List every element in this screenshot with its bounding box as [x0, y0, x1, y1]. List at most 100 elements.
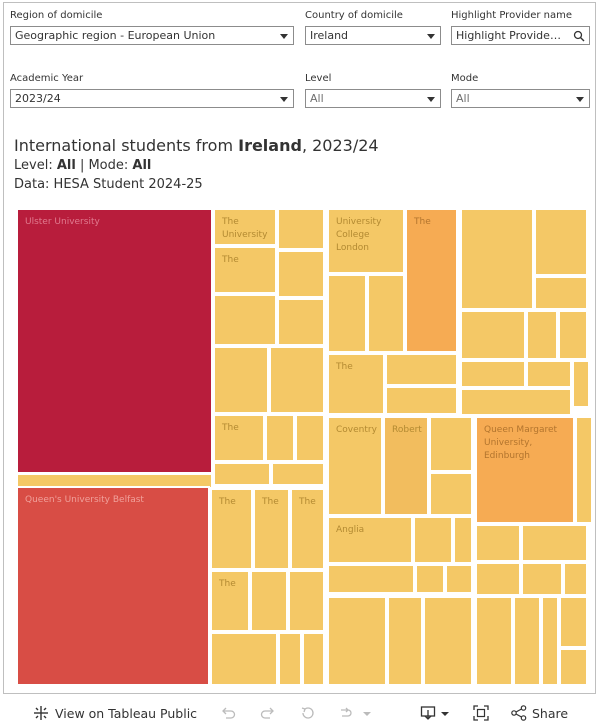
treemap-cell[interactable] [559, 596, 588, 648]
treemap-cell[interactable]: The [290, 488, 325, 570]
chevron-down-icon [427, 97, 435, 102]
level-value: All [310, 90, 324, 107]
mode-dropdown[interactable]: All [451, 89, 590, 108]
treemap-cell[interactable] [534, 208, 588, 276]
treemap-cell-queens-university-belfast[interactable]: Queen's University Belfast [16, 486, 210, 686]
region-value: Geographic region - European Union [15, 27, 215, 44]
treemap-cell[interactable] [475, 596, 513, 686]
treemap-cell[interactable] [559, 648, 588, 686]
treemap-cell[interactable] [423, 596, 473, 686]
mode-value: All [456, 90, 470, 107]
treemap-cell[interactable] [534, 276, 588, 310]
treemap: Ulster University Queen's University Bel… [16, 208, 588, 686]
treemap-cell[interactable] [269, 346, 325, 414]
tableau-logo-icon [33, 705, 49, 721]
treemap-cell[interactable]: The [253, 488, 290, 570]
chevron-down-icon [280, 34, 288, 39]
treemap-cell[interactable] [385, 386, 458, 415]
treemap-cell[interactable] [429, 416, 473, 472]
treemap-cell[interactable] [541, 596, 559, 686]
country-filter-label: Country of domicile [305, 10, 403, 21]
download-icon[interactable] [420, 705, 436, 721]
treemap-cell[interactable] [213, 294, 277, 346]
redo-icon[interactable] [260, 705, 276, 721]
treemap-cell[interactable] [460, 208, 534, 310]
treemap-cell[interactable] [575, 416, 593, 524]
treemap-cell[interactable] [563, 562, 588, 596]
treemap-cell[interactable]: The [327, 353, 385, 415]
treemap-cell[interactable]: The [213, 414, 265, 462]
treemap-cell[interactable] [521, 524, 588, 562]
highlight-filter-label: Highlight Provider name [451, 10, 572, 21]
refresh-icon[interactable] [337, 705, 353, 721]
tableau-toolbar: View on Tableau Public Share [0, 697, 600, 727]
country-dropdown[interactable]: Ireland [305, 26, 441, 45]
year-filter-label: Academic Year [10, 73, 83, 84]
treemap-cell[interactable] [572, 360, 590, 408]
share-icon[interactable] [511, 705, 527, 721]
year-dropdown[interactable]: 2023/24 [10, 89, 294, 108]
treemap-cell-ucl[interactable]: University College London [327, 208, 405, 274]
treemap-cell[interactable] [415, 564, 445, 594]
view-on-tableau-public-link[interactable]: View on Tableau Public [55, 704, 197, 724]
treemap-cell[interactable] [413, 516, 453, 564]
chevron-down-icon [427, 34, 435, 39]
data-source: Data: HESA Student 2024-25 [14, 177, 203, 192]
treemap-cell[interactable] [327, 274, 367, 353]
treemap-cell[interactable] [271, 462, 325, 486]
treemap-cell-queen-margaret-university[interactable]: Queen Margaret University, Edinburgh [475, 416, 575, 524]
revert-icon[interactable] [300, 705, 316, 721]
treemap-cell[interactable] [526, 360, 572, 388]
treemap-cell[interactable] [558, 310, 588, 360]
share-button[interactable]: Share [532, 704, 568, 724]
treemap-cell[interactable]: The [213, 246, 277, 294]
level-dropdown[interactable]: All [305, 89, 441, 108]
fullscreen-icon[interactable] [473, 705, 489, 721]
treemap-cell[interactable] [213, 346, 269, 414]
chevron-down-icon [576, 97, 584, 102]
treemap-cell[interactable] [460, 310, 526, 360]
tableau-viz: Region of domicile Geographic region - E… [3, 2, 596, 694]
treemap-cell[interactable] [460, 388, 572, 416]
level-filter-label: Level [305, 73, 331, 84]
treemap-cell[interactable] [460, 360, 526, 388]
treemap-cell[interactable] [277, 208, 325, 250]
treemap-cell[interactable]: Anglia [327, 516, 413, 564]
country-value: Ireland [310, 27, 348, 44]
treemap-cell[interactable] [327, 596, 387, 686]
treemap-cell[interactable] [302, 632, 325, 686]
treemap-cell[interactable] [526, 310, 558, 360]
treemap-cell[interactable] [277, 250, 325, 298]
chevron-down-icon[interactable] [440, 705, 450, 721]
treemap-cell[interactable] [453, 516, 473, 564]
treemap-cell[interactable] [387, 596, 423, 686]
highlight-provider-input[interactable]: Highlight Provider ... [451, 26, 590, 45]
treemap-cell-ulster-university[interactable]: Ulster University [16, 208, 213, 474]
undo-icon[interactable] [220, 705, 236, 721]
treemap-cell[interactable] [265, 414, 295, 462]
region-dropdown[interactable]: Geographic region - European Union [10, 26, 294, 45]
treemap-cell[interactable] [213, 462, 271, 486]
treemap-cell[interactable] [277, 298, 325, 346]
treemap-cell[interactable] [475, 524, 521, 562]
treemap-cell[interactable] [278, 632, 302, 686]
treemap-cell[interactable] [475, 562, 521, 596]
treemap-cell[interactable]: Coventry [327, 416, 383, 516]
treemap-cell[interactable]: The [210, 488, 253, 570]
treemap-cell[interactable]: The [405, 208, 458, 353]
treemap-cell[interactable] [445, 564, 473, 594]
treemap-cell[interactable] [367, 274, 405, 353]
treemap-cell[interactable] [521, 562, 563, 596]
chevron-down-icon[interactable] [362, 705, 372, 721]
treemap-cell[interactable] [210, 632, 278, 686]
treemap-cell[interactable] [250, 570, 288, 632]
treemap-cell[interactable] [288, 570, 325, 632]
treemap-cell[interactable] [429, 472, 473, 516]
treemap-cell[interactable] [295, 414, 325, 462]
treemap-cell[interactable]: The University [213, 208, 277, 246]
treemap-cell[interactable]: The [210, 570, 250, 632]
treemap-cell[interactable] [385, 353, 458, 386]
treemap-cell[interactable]: Robert [383, 416, 429, 516]
treemap-cell[interactable] [327, 564, 415, 594]
treemap-cell[interactable] [513, 596, 541, 686]
